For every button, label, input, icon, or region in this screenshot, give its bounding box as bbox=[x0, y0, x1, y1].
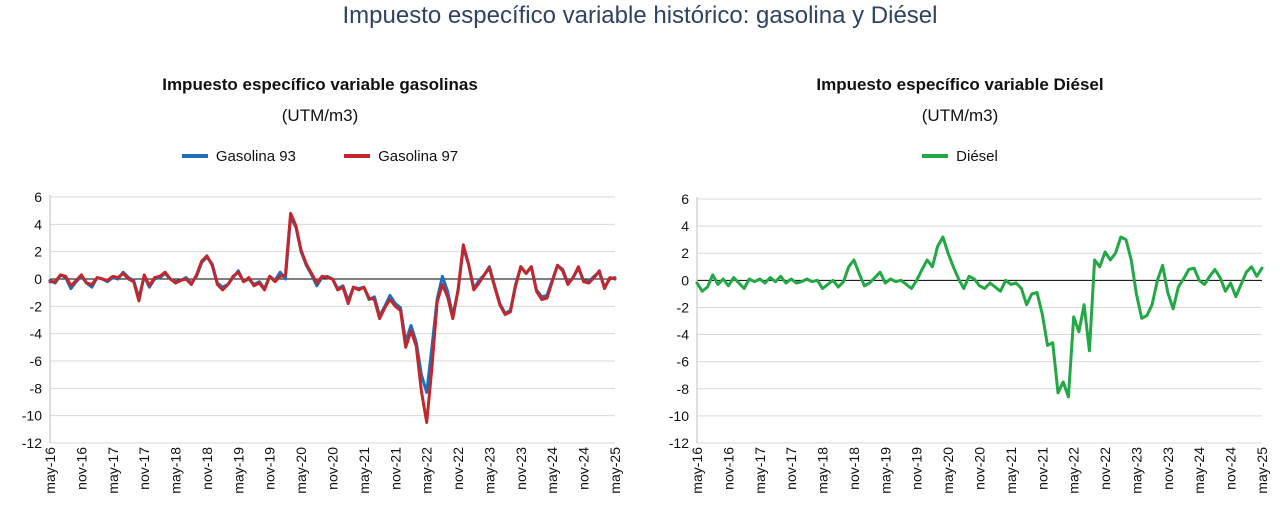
y-tick-label: -2 bbox=[30, 298, 43, 314]
x-tick-label: nov-17 bbox=[783, 447, 799, 490]
x-tick-label: nov-17 bbox=[136, 447, 152, 490]
x-tick-label: nov-23 bbox=[1160, 447, 1176, 490]
x-tick-label: may-24 bbox=[1191, 447, 1207, 494]
legend-swatch-gasolina-93 bbox=[181, 154, 208, 159]
y-tick-label: 4 bbox=[34, 216, 42, 232]
y-tick-label: -10 bbox=[669, 408, 689, 424]
series-line-diesel bbox=[695, 235, 1264, 399]
legend-diesel: Diésel bbox=[640, 148, 1280, 165]
x-tick-label: may-19 bbox=[230, 447, 246, 494]
y-tick-label: -2 bbox=[677, 299, 690, 315]
x-tick-label: nov-24 bbox=[1223, 447, 1239, 490]
chart-title-diesel: Impuesto específico variable Diésel bbox=[816, 75, 1104, 94]
y-tick-label: 0 bbox=[34, 271, 42, 287]
x-tick-label: nov-20 bbox=[325, 447, 341, 490]
legend-swatch-gasolina-97 bbox=[344, 154, 371, 159]
y-tick-label: -12 bbox=[669, 435, 689, 451]
x-tick-label: may-22 bbox=[419, 447, 435, 494]
x-tick-label: may-16 bbox=[42, 447, 58, 494]
legend-item-diesel: Diésel bbox=[922, 148, 998, 165]
x-tick-label: nov-16 bbox=[720, 447, 736, 490]
x-tick-label: nov-22 bbox=[450, 447, 466, 490]
x-tick-label: may-24 bbox=[544, 447, 560, 494]
y-tick-label: -8 bbox=[30, 380, 43, 396]
legend-label-gasolina-97: Gasolina 97 bbox=[378, 148, 459, 165]
x-tick-label: may-22 bbox=[1066, 447, 1082, 494]
legend-label-gasolina-93: Gasolina 93 bbox=[215, 148, 296, 165]
x-tick-label: may-23 bbox=[1128, 447, 1144, 494]
x-tick-label: nov-20 bbox=[972, 447, 988, 490]
series-line-gasolina-93 bbox=[48, 216, 617, 394]
y-tick-label: 2 bbox=[34, 244, 42, 260]
x-tick-label: may-21 bbox=[356, 447, 372, 494]
x-tick-label: may-17 bbox=[105, 447, 121, 494]
y-tick-label: -6 bbox=[30, 353, 43, 369]
chart-subtitle-diesel: (UTM/m3) bbox=[921, 106, 999, 125]
chart-panel-gasoline: Impuesto específico variable gasolinas (… bbox=[0, 75, 640, 494]
y-tick-label: 6 bbox=[681, 191, 689, 207]
x-tick-label: nov-16 bbox=[73, 447, 89, 490]
y-tick-label: -12 bbox=[22, 435, 42, 451]
y-tick-label: -6 bbox=[677, 354, 690, 370]
x-tick-label: may-21 bbox=[1003, 447, 1019, 494]
x-tick-label: nov-19 bbox=[909, 447, 925, 490]
legend-item-gasolina-97: Gasolina 97 bbox=[344, 148, 458, 165]
x-tick-label: may-18 bbox=[168, 447, 184, 494]
x-tick-label: may-19 bbox=[877, 447, 893, 494]
x-tick-label: may-18 bbox=[815, 447, 831, 494]
y-tick-label: -4 bbox=[30, 326, 43, 342]
y-tick-label: 6 bbox=[34, 189, 42, 205]
legend-gasoline: Gasolina 93 Gasolina 97 bbox=[0, 148, 640, 165]
x-tick-label: may-25 bbox=[1254, 447, 1270, 494]
y-tick-label: 0 bbox=[681, 272, 689, 288]
legend-swatch-diesel bbox=[922, 154, 949, 159]
y-tick-label: 4 bbox=[681, 218, 689, 234]
x-tick-label: nov-22 bbox=[1097, 447, 1113, 490]
x-tick-label: may-23 bbox=[481, 447, 497, 494]
x-tick-label: may-25 bbox=[607, 447, 623, 494]
chart-title-gasoline: Impuesto específico variable gasolinas bbox=[162, 75, 478, 94]
series-line-gasolina-97 bbox=[48, 211, 617, 424]
x-tick-label: may-20 bbox=[293, 447, 309, 494]
x-tick-label: nov-21 bbox=[1034, 447, 1050, 490]
x-tick-label: may-16 bbox=[689, 447, 705, 494]
x-tick-label: may-17 bbox=[752, 447, 768, 494]
y-tick-label: -10 bbox=[22, 408, 42, 424]
x-tick-label: may-20 bbox=[940, 447, 956, 494]
x-tick-label: nov-21 bbox=[387, 447, 403, 490]
y-tick-label: -4 bbox=[677, 327, 690, 343]
chart-panel-diesel: Impuesto específico variable Diésel (UTM… bbox=[640, 0, 1280, 518]
legend-item-gasolina-93: Gasolina 93 bbox=[181, 148, 296, 165]
x-tick-label: nov-18 bbox=[199, 447, 215, 490]
page-title: Impuesto específico variable histórico: … bbox=[342, 2, 938, 29]
x-tick-label: nov-24 bbox=[576, 447, 592, 490]
chart-subtitle-gasoline: (UTM/m3) bbox=[281, 106, 359, 125]
x-tick-label: nov-23 bbox=[513, 447, 529, 490]
legend-label-diesel: Diésel bbox=[956, 148, 998, 165]
x-tick-label: nov-19 bbox=[262, 447, 278, 490]
y-tick-label: 2 bbox=[681, 245, 689, 261]
x-tick-label: nov-18 bbox=[846, 447, 862, 490]
y-tick-label: -8 bbox=[677, 381, 690, 397]
